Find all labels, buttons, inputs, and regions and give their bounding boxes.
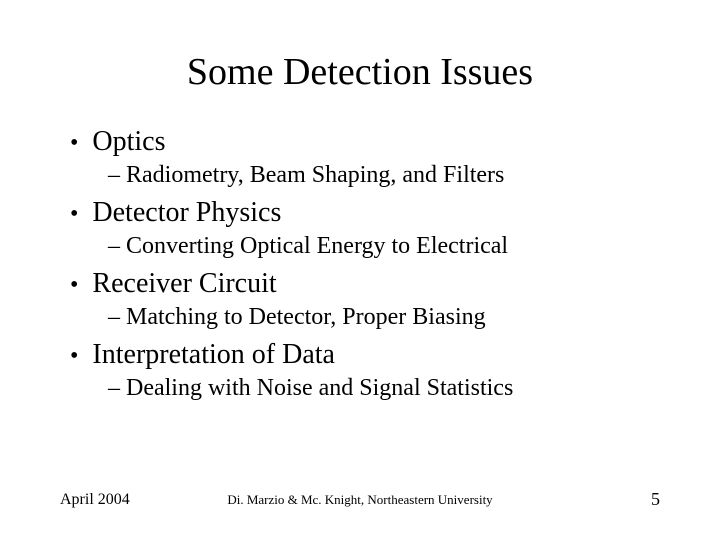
slide-content: • Optics – Radiometry, Beam Shaping, and… [60,126,660,402]
bullet-dot-icon: • [70,201,78,228]
bullet-label: Receiver Circuit [92,268,276,300]
bullet-dot-icon: • [70,343,78,370]
sub-item: – Dealing with Noise and Signal Statisti… [108,375,660,402]
bullet-label: Optics [92,126,165,158]
bullet-item: • Detector Physics [70,197,660,229]
bullet-item: • Optics [70,126,660,158]
sub-item: – Matching to Detector, Proper Biasing [108,304,660,331]
sub-item: – Converting Optical Energy to Electrica… [108,233,660,260]
footer-date: April 2004 [60,491,130,509]
bullet-dot-icon: • [70,130,78,157]
footer-page-number: 5 [651,489,660,510]
bullet-label: Interpretation of Data [92,339,335,371]
bullet-dot-icon: • [70,272,78,299]
slide-footer: April 2004 Di. Marzio & Mc. Knight, Nort… [0,489,720,510]
bullet-item: • Interpretation of Data [70,339,660,371]
sub-item: – Radiometry, Beam Shaping, and Filters [108,162,660,189]
bullet-item: • Receiver Circuit [70,268,660,300]
footer-attribution: Di. Marzio & Mc. Knight, Northeastern Un… [227,492,492,508]
bullet-label: Detector Physics [92,197,281,229]
slide-title: Some Detection Issues [60,50,660,94]
